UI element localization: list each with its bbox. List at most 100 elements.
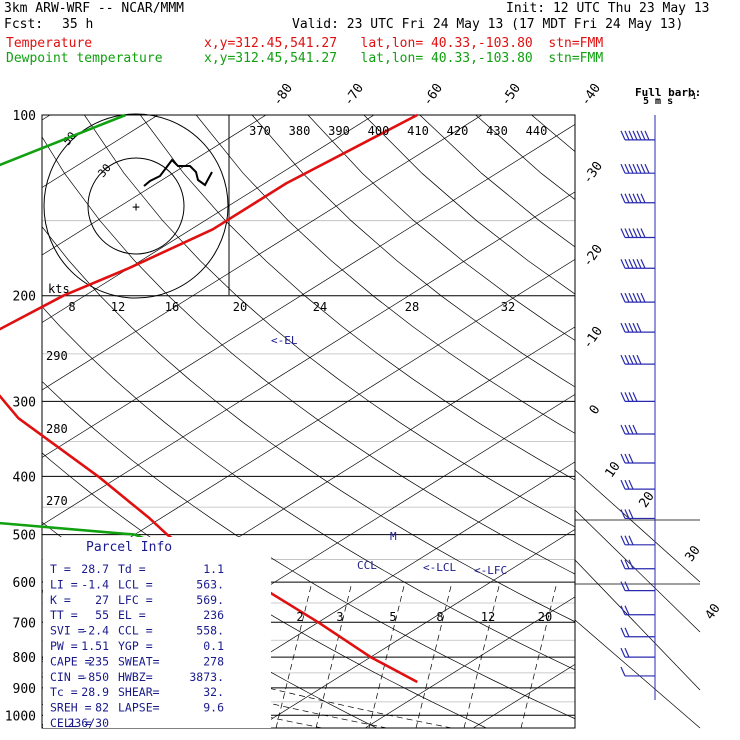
mixing-ratio-label: 2: [296, 610, 303, 624]
wind-barb-flag: [632, 163, 638, 174]
parcel-info-value: 569.: [196, 593, 224, 607]
mixing-ratio-line: [520, 582, 558, 728]
isotherm-line: [473, 663, 575, 728]
pressure-tick-label: 300: [13, 395, 36, 410]
pressure-tick-label: 700: [13, 616, 36, 631]
parcel-info-value: SREH =: [50, 701, 92, 715]
wind-barb-flag: [628, 354, 634, 365]
lcl-label: <-LCL: [423, 561, 456, 574]
wind-barb-flag: [628, 509, 634, 519]
pressure-tick-label: 400: [13, 470, 36, 485]
hodograph-units: kts: [48, 282, 70, 296]
wind-barb-flag: [632, 354, 638, 365]
wind-barb-flag: [620, 392, 626, 402]
wind-barb-flag: [636, 163, 642, 174]
parcel-info-value: Td =: [118, 562, 146, 576]
wind-barb-flag: [628, 424, 634, 435]
isotherm-label: -20: [580, 242, 606, 270]
isotherm-label: -60: [420, 81, 446, 109]
parcel-info-value: LCL =: [118, 577, 153, 591]
parcel-info-value: 236/30: [67, 716, 109, 730]
isotherm-line: [574, 509, 701, 633]
wind-barb-flag: [624, 392, 630, 402]
el-label: <-EL: [271, 334, 298, 347]
wind-barb-flag: [628, 292, 634, 303]
isotherm-label: -80: [270, 81, 296, 109]
wind-barb-flag: [620, 228, 626, 238]
isotherm-label: -30: [580, 159, 606, 187]
wind-barb-flag: [624, 354, 630, 365]
isotherm-line: [42, 123, 575, 458]
wind-barb-flag: [636, 258, 642, 269]
pressure-tick-label: 500: [13, 529, 36, 544]
dry-adiabat-line: [195, 115, 575, 434]
parcel-info-value: 3873.: [189, 670, 224, 684]
wind-barb-flag: [628, 559, 634, 569]
wind-barb-flag: [636, 228, 642, 238]
isotherm-line: [42, 115, 375, 323]
barb-legend-exponent: -1: [687, 92, 697, 101]
wind-barb-flag: [620, 509, 626, 519]
dewpoint-legend: Dewpoint temperature: [6, 51, 163, 66]
parcel-info-value: TT =: [50, 608, 78, 622]
theta-e-label: 430: [486, 124, 508, 138]
dry-adiabat-line: [588, 115, 740, 728]
pressure-tick-label: 800: [13, 651, 36, 666]
wind-barb-flag: [640, 193, 646, 203]
dewpoint-station-info: x,y=312.45,541.27 lat,lon= 40.33,-103.80…: [204, 51, 604, 66]
mixing-ratio-label: 8: [436, 610, 443, 624]
hodograph-speed-label: 20: [233, 300, 247, 314]
isotherm-label: -40: [578, 81, 604, 109]
wind-barb-flag: [628, 479, 634, 490]
wind-barb-flag: [624, 479, 630, 490]
wind-barb-flag: [636, 292, 642, 303]
wind-barb-flag: [624, 292, 630, 303]
hodograph-speed-label: 28: [405, 300, 419, 314]
parcel-info-value: 563.: [196, 577, 224, 591]
dry-adiabat-line: [363, 115, 575, 295]
wind-barb-flag: [632, 130, 638, 141]
dry-adiabat-line: [42, 380, 575, 720]
wind-barb-flag: [628, 163, 634, 174]
parcel-info-value: -850: [81, 670, 109, 684]
pressure-tick-label: 600: [13, 576, 36, 591]
wind-barb-flag: [628, 130, 634, 141]
parcel-info-value: 9.6: [203, 701, 224, 715]
dry-adiabat-line: [531, 115, 575, 153]
wind-barb-flag: [624, 453, 630, 464]
wind-barb-flag: [624, 193, 630, 203]
theta-e-label: 420: [447, 124, 469, 138]
parcel-info-value: -2.4: [81, 624, 109, 638]
parcel-info-value: YGP =: [118, 639, 153, 653]
wind-barb-flag: [624, 509, 630, 519]
wind-barb-flag: [628, 322, 634, 333]
dry-adiabat-line: [140, 115, 575, 481]
barb-legend-value: 5 m s: [643, 96, 673, 107]
parcel-info-value: K =: [50, 593, 71, 607]
isotherm-line: [42, 258, 575, 593]
parcel-info-value: SHEAR=: [118, 685, 160, 699]
wind-barb-flag: [644, 130, 650, 141]
theta-label: 280: [46, 422, 68, 436]
wind-barb-flag: [620, 453, 626, 464]
parcel-info-value: 0.1: [203, 639, 224, 653]
wind-barb-flag: [640, 228, 646, 238]
mixing-ratio-label: 20: [538, 610, 552, 624]
wind-barb-flag: [632, 424, 638, 435]
wind-barb-flag: [628, 258, 634, 269]
mixing-ratio-line: [463, 582, 501, 728]
parcel-info-value: CIN =: [50, 670, 85, 684]
wind-barb-flag: [624, 163, 630, 174]
wind-barb-flag: [632, 322, 638, 333]
parcel-info-value: HWBZ=: [118, 670, 153, 684]
pressure-tick-label: 200: [13, 290, 36, 305]
wind-barb-flag: [620, 535, 626, 546]
wind-barb-flag: [632, 193, 638, 203]
theta-e-label: 410: [407, 124, 429, 138]
mixing-ratio-label: 5: [389, 610, 396, 624]
isotherm-line: [581, 115, 740, 728]
wind-barb-flag: [620, 479, 626, 490]
parcel-info-value: CCL =: [118, 624, 153, 638]
dry-adiabat-line: [84, 115, 575, 528]
parcel-info-value: 28.7: [81, 562, 109, 576]
